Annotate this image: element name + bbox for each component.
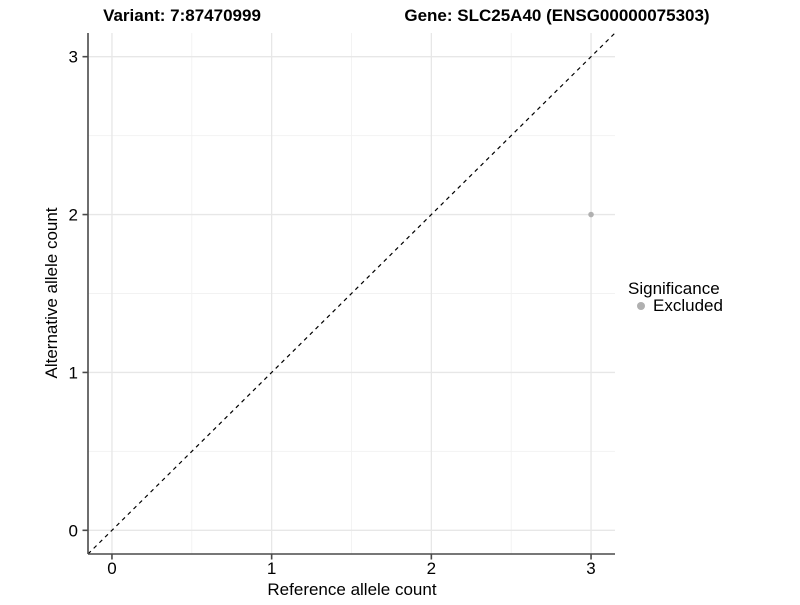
legend-marker-excluded	[637, 302, 645, 310]
plot-title-gene: Gene: SLC25A40 (ENSG00000075303)	[404, 6, 709, 25]
x-tick-label: 3	[586, 559, 595, 578]
y-tick-label: 1	[69, 363, 78, 382]
legend: Significance Excluded	[628, 279, 723, 315]
data-points-layer	[588, 211, 594, 218]
identity-line	[88, 33, 615, 554]
x-tick-label: 1	[267, 559, 276, 578]
legend-title: Significance	[628, 279, 720, 298]
y-tick-label: 2	[69, 206, 78, 225]
x-axis-title: Reference allele count	[267, 580, 436, 599]
ticks-layer: 0 1 2 3 0 1 2 3	[69, 48, 596, 578]
x-tick-label: 0	[107, 559, 116, 578]
x-tick-label: 2	[427, 559, 436, 578]
legend-item-excluded: Excluded	[653, 296, 723, 315]
plot-title-variant: Variant: 7:87470999	[103, 6, 261, 25]
y-tick-label: 0	[69, 521, 78, 540]
y-tick-label: 3	[69, 48, 78, 67]
identity-line-layer	[88, 33, 615, 554]
axes-layer	[87, 33, 615, 555]
data-point	[588, 211, 594, 218]
grid-major-layer	[88, 33, 615, 554]
y-axis-title: Alternative allele count	[42, 207, 61, 378]
